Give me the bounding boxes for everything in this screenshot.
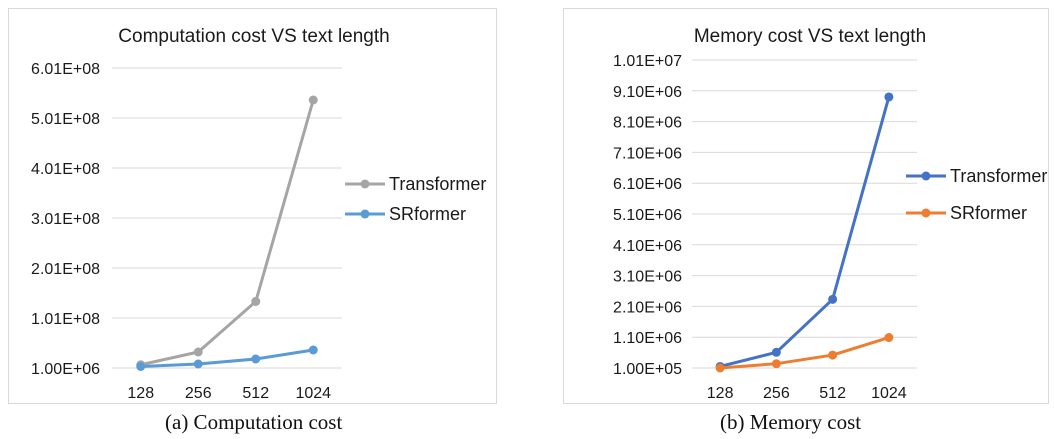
- x-tick-label: 1024: [871, 385, 907, 402]
- memory-cost-chart: Memory cost VS text length 1.00E+05 1.10E…: [613, 26, 1047, 402]
- x-tick-label: 256: [185, 385, 212, 402]
- data-point: [193, 359, 203, 369]
- legend-marker: [360, 179, 370, 189]
- x-tick-label: 256: [763, 385, 790, 402]
- computation-cost-chart: Computation cost VS text length 1.00E+06…: [31, 26, 486, 402]
- data-point: [884, 92, 894, 102]
- memory-cost-chart-frame: [563, 8, 1049, 404]
- chart-title: Memory cost VS text length: [694, 26, 926, 47]
- legend-marker: [921, 171, 931, 181]
- legend-marker: [921, 208, 931, 218]
- memory-cost-caption: (b) Memory cost: [720, 410, 862, 434]
- y-tick-label: 5.10E+06: [613, 207, 682, 224]
- chart-title: Computation cost VS text length: [118, 26, 389, 47]
- data-point: [251, 354, 261, 364]
- data-point: [715, 363, 725, 373]
- x-tick-label: 128: [707, 385, 734, 402]
- y-tick-label: 8.10E+06: [613, 115, 682, 132]
- y-tick-label: 3.01E+08: [31, 211, 100, 228]
- y-tick-label: 1.00E+06: [31, 361, 100, 378]
- legend-marker: [360, 209, 370, 219]
- y-tick-label: 1.10E+06: [613, 330, 682, 347]
- data-point: [771, 359, 781, 369]
- y-tick-label: 6.01E+08: [31, 61, 100, 78]
- legend-label: Transformer: [389, 174, 486, 194]
- legend-label: SRformer: [389, 204, 466, 224]
- series-line-transformer: [140, 99, 315, 367]
- legend-label: Transformer: [950, 166, 1047, 186]
- y-tick-label: 1.01E+08: [31, 311, 100, 328]
- x-tick-label: 128: [127, 385, 154, 402]
- y-tick-label: 2.01E+08: [31, 261, 100, 278]
- data-point: [828, 350, 838, 360]
- y-tick-label: 9.10E+06: [613, 84, 682, 101]
- y-tick-label: 1.00E+05: [613, 361, 682, 378]
- y-tick-label: 6.10E+06: [613, 176, 682, 193]
- memory-cost-panel: Memory cost VS text length 1.00E+05 1.10E…: [550, 0, 1054, 439]
- y-tick-label: 2.10E+06: [613, 299, 682, 316]
- y-tick-label: 5.01E+08: [31, 111, 100, 128]
- y-tick-label: 4.01E+08: [31, 161, 100, 178]
- series-line-transformer: [719, 96, 891, 368]
- x-tick-label: 1024: [295, 385, 331, 402]
- y-tick-label: 4.10E+06: [613, 238, 682, 255]
- data-point: [308, 95, 318, 105]
- series-line-srformer: [720, 336, 890, 370]
- y-tick-label: 3.10E+06: [613, 269, 682, 286]
- legend-label: SRformer: [950, 203, 1027, 223]
- data-point: [308, 345, 318, 355]
- computation-cost-panel: Computation cost VS text length 1.00E+06…: [0, 0, 500, 439]
- series-line-srformer: [140, 348, 314, 368]
- data-point: [136, 362, 146, 371]
- data-point: [884, 333, 894, 343]
- x-tick-label: 512: [242, 385, 269, 402]
- y-tick-label: 1.01E+07: [613, 53, 682, 70]
- computation-cost-caption: (a) Computation cost: [165, 410, 343, 434]
- computation-cost-chart-frame: [8, 8, 497, 404]
- data-point: [251, 297, 261, 306]
- data-point: [193, 347, 203, 357]
- y-tick-label: 7.10E+06: [613, 145, 682, 162]
- data-point: [828, 294, 838, 304]
- data-point: [771, 347, 781, 357]
- x-tick-label: 512: [819, 385, 846, 402]
